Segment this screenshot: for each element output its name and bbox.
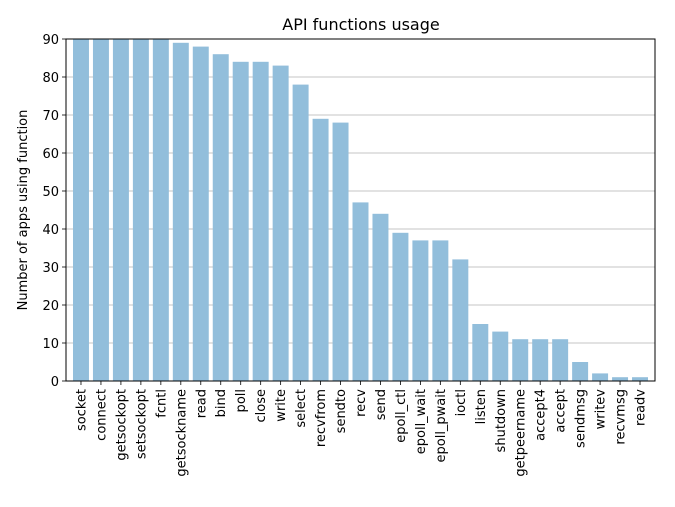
- y-tick-label: 70: [42, 109, 59, 124]
- bar-poll: [232, 61, 249, 382]
- x-tick-label: ioctl: [454, 389, 469, 416]
- bar-shutdown: [492, 331, 509, 381]
- y-tick-label: 20: [42, 299, 59, 314]
- bar-close: [252, 61, 269, 382]
- bar-getsockname: [172, 42, 189, 382]
- bar-connect: [92, 39, 109, 381]
- x-tick-label: setsockopt: [134, 389, 149, 459]
- x-tick-label: recvmsg: [614, 389, 629, 445]
- bar-fcntl: [152, 39, 169, 381]
- bar-writev: [592, 373, 609, 381]
- bar-write: [272, 65, 289, 381]
- x-tick-label: read: [194, 389, 209, 418]
- y-tick-label: 40: [42, 223, 59, 238]
- y-axis-ticks: 0 10 20 30 40 50 60 70 80 90: [42, 33, 66, 390]
- x-tick-label: sendmsg: [574, 389, 589, 448]
- bar-recv: [352, 202, 369, 381]
- x-tick-label: send: [374, 389, 389, 420]
- x-tick-label: fcntl: [154, 389, 169, 418]
- x-tick-label: accept4: [534, 389, 549, 441]
- x-tick-label: select: [294, 389, 309, 428]
- bar-recvmsg: [612, 377, 629, 381]
- bar-ioctl: [452, 259, 469, 381]
- bar-select: [292, 84, 309, 381]
- bar-epoll_ctl: [392, 232, 409, 381]
- x-tick-label: accept: [554, 389, 569, 433]
- x-tick-label: poll: [234, 389, 249, 412]
- bar-getsockopt: [112, 39, 129, 381]
- x-tick-label: epoll_pwait: [434, 389, 449, 463]
- y-tick-label: 50: [42, 185, 59, 200]
- x-tick-label: getpeername: [514, 389, 529, 477]
- x-tick-label: shutdown: [494, 389, 509, 452]
- x-axis-ticks: socket connect getsockopt setsockopt fcntl ge…: [74, 381, 649, 477]
- bar-listen: [472, 324, 489, 381]
- bar-epoll_pwait: [432, 240, 449, 381]
- y-tick-label: 0: [51, 375, 59, 390]
- x-tick-label: bind: [214, 389, 229, 417]
- x-tick-label: getsockopt: [114, 389, 129, 461]
- y-tick-label: 10: [42, 337, 59, 352]
- bar-recvfrom: [312, 118, 329, 382]
- bar-setsockopt: [132, 39, 149, 381]
- bar-sendto: [332, 122, 349, 381]
- y-tick-label: 30: [42, 261, 59, 276]
- x-tick-label: readv: [634, 389, 649, 426]
- bar-send: [372, 213, 389, 381]
- x-tick-label: epoll_wait: [414, 389, 429, 454]
- x-tick-label: write: [274, 389, 289, 422]
- bar-readv: [632, 377, 649, 381]
- bar-bind: [212, 54, 229, 381]
- bar-epoll_wait: [412, 240, 429, 381]
- x-tick-label: connect: [94, 389, 109, 441]
- y-tick-label: 60: [42, 147, 59, 162]
- x-tick-label: getsockname: [174, 389, 189, 477]
- bar-sendmsg: [572, 362, 589, 381]
- bar-getpeername: [512, 339, 529, 381]
- x-tick-label: sendto: [334, 389, 349, 433]
- x-tick-label: writev: [594, 389, 609, 430]
- bar-socket: [72, 39, 89, 381]
- bars: [72, 39, 649, 382]
- x-tick-label: recvfrom: [314, 389, 329, 447]
- x-tick-label: recv: [354, 389, 369, 417]
- chart-title: API functions usage: [282, 15, 439, 34]
- x-tick-label: epoll_ctl: [394, 389, 409, 443]
- y-axis-label: Number of apps using function: [16, 110, 31, 311]
- bar-accept4: [532, 339, 549, 381]
- x-tick-label: socket: [74, 389, 89, 431]
- bar-accept: [552, 339, 569, 381]
- y-tick-label: 80: [42, 71, 59, 86]
- x-tick-label: listen: [474, 389, 489, 424]
- bar-read: [192, 46, 209, 381]
- x-tick-label: close: [254, 389, 269, 422]
- y-tick-label: 90: [42, 33, 59, 48]
